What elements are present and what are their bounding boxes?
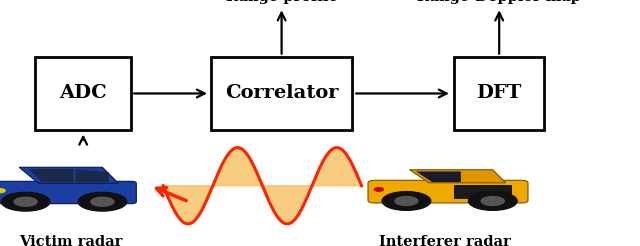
Circle shape — [374, 188, 383, 191]
Circle shape — [1, 192, 50, 211]
FancyBboxPatch shape — [0, 181, 136, 204]
Text: Victim radar: Victim radar — [19, 235, 122, 246]
Bar — [35, 57, 131, 130]
Polygon shape — [76, 169, 109, 182]
Bar — [454, 57, 544, 130]
Text: Range profile: Range profile — [226, 0, 338, 4]
Text: ADC: ADC — [60, 84, 107, 103]
Circle shape — [0, 189, 5, 193]
Polygon shape — [416, 171, 461, 182]
Text: Correlator: Correlator — [225, 84, 339, 103]
Circle shape — [468, 192, 517, 210]
Text: Range-Doppler map: Range-Doppler map — [417, 0, 581, 4]
Polygon shape — [29, 169, 74, 182]
Circle shape — [14, 197, 37, 206]
Circle shape — [382, 192, 431, 210]
Polygon shape — [454, 184, 512, 199]
Text: DFT: DFT — [477, 84, 522, 103]
Circle shape — [481, 197, 504, 205]
FancyBboxPatch shape — [368, 180, 528, 203]
Polygon shape — [410, 170, 506, 183]
Text: Interferer radar: Interferer radar — [379, 235, 511, 246]
Circle shape — [395, 197, 418, 205]
Bar — [211, 57, 352, 130]
Circle shape — [91, 197, 114, 206]
Circle shape — [78, 192, 127, 211]
Polygon shape — [19, 167, 118, 183]
